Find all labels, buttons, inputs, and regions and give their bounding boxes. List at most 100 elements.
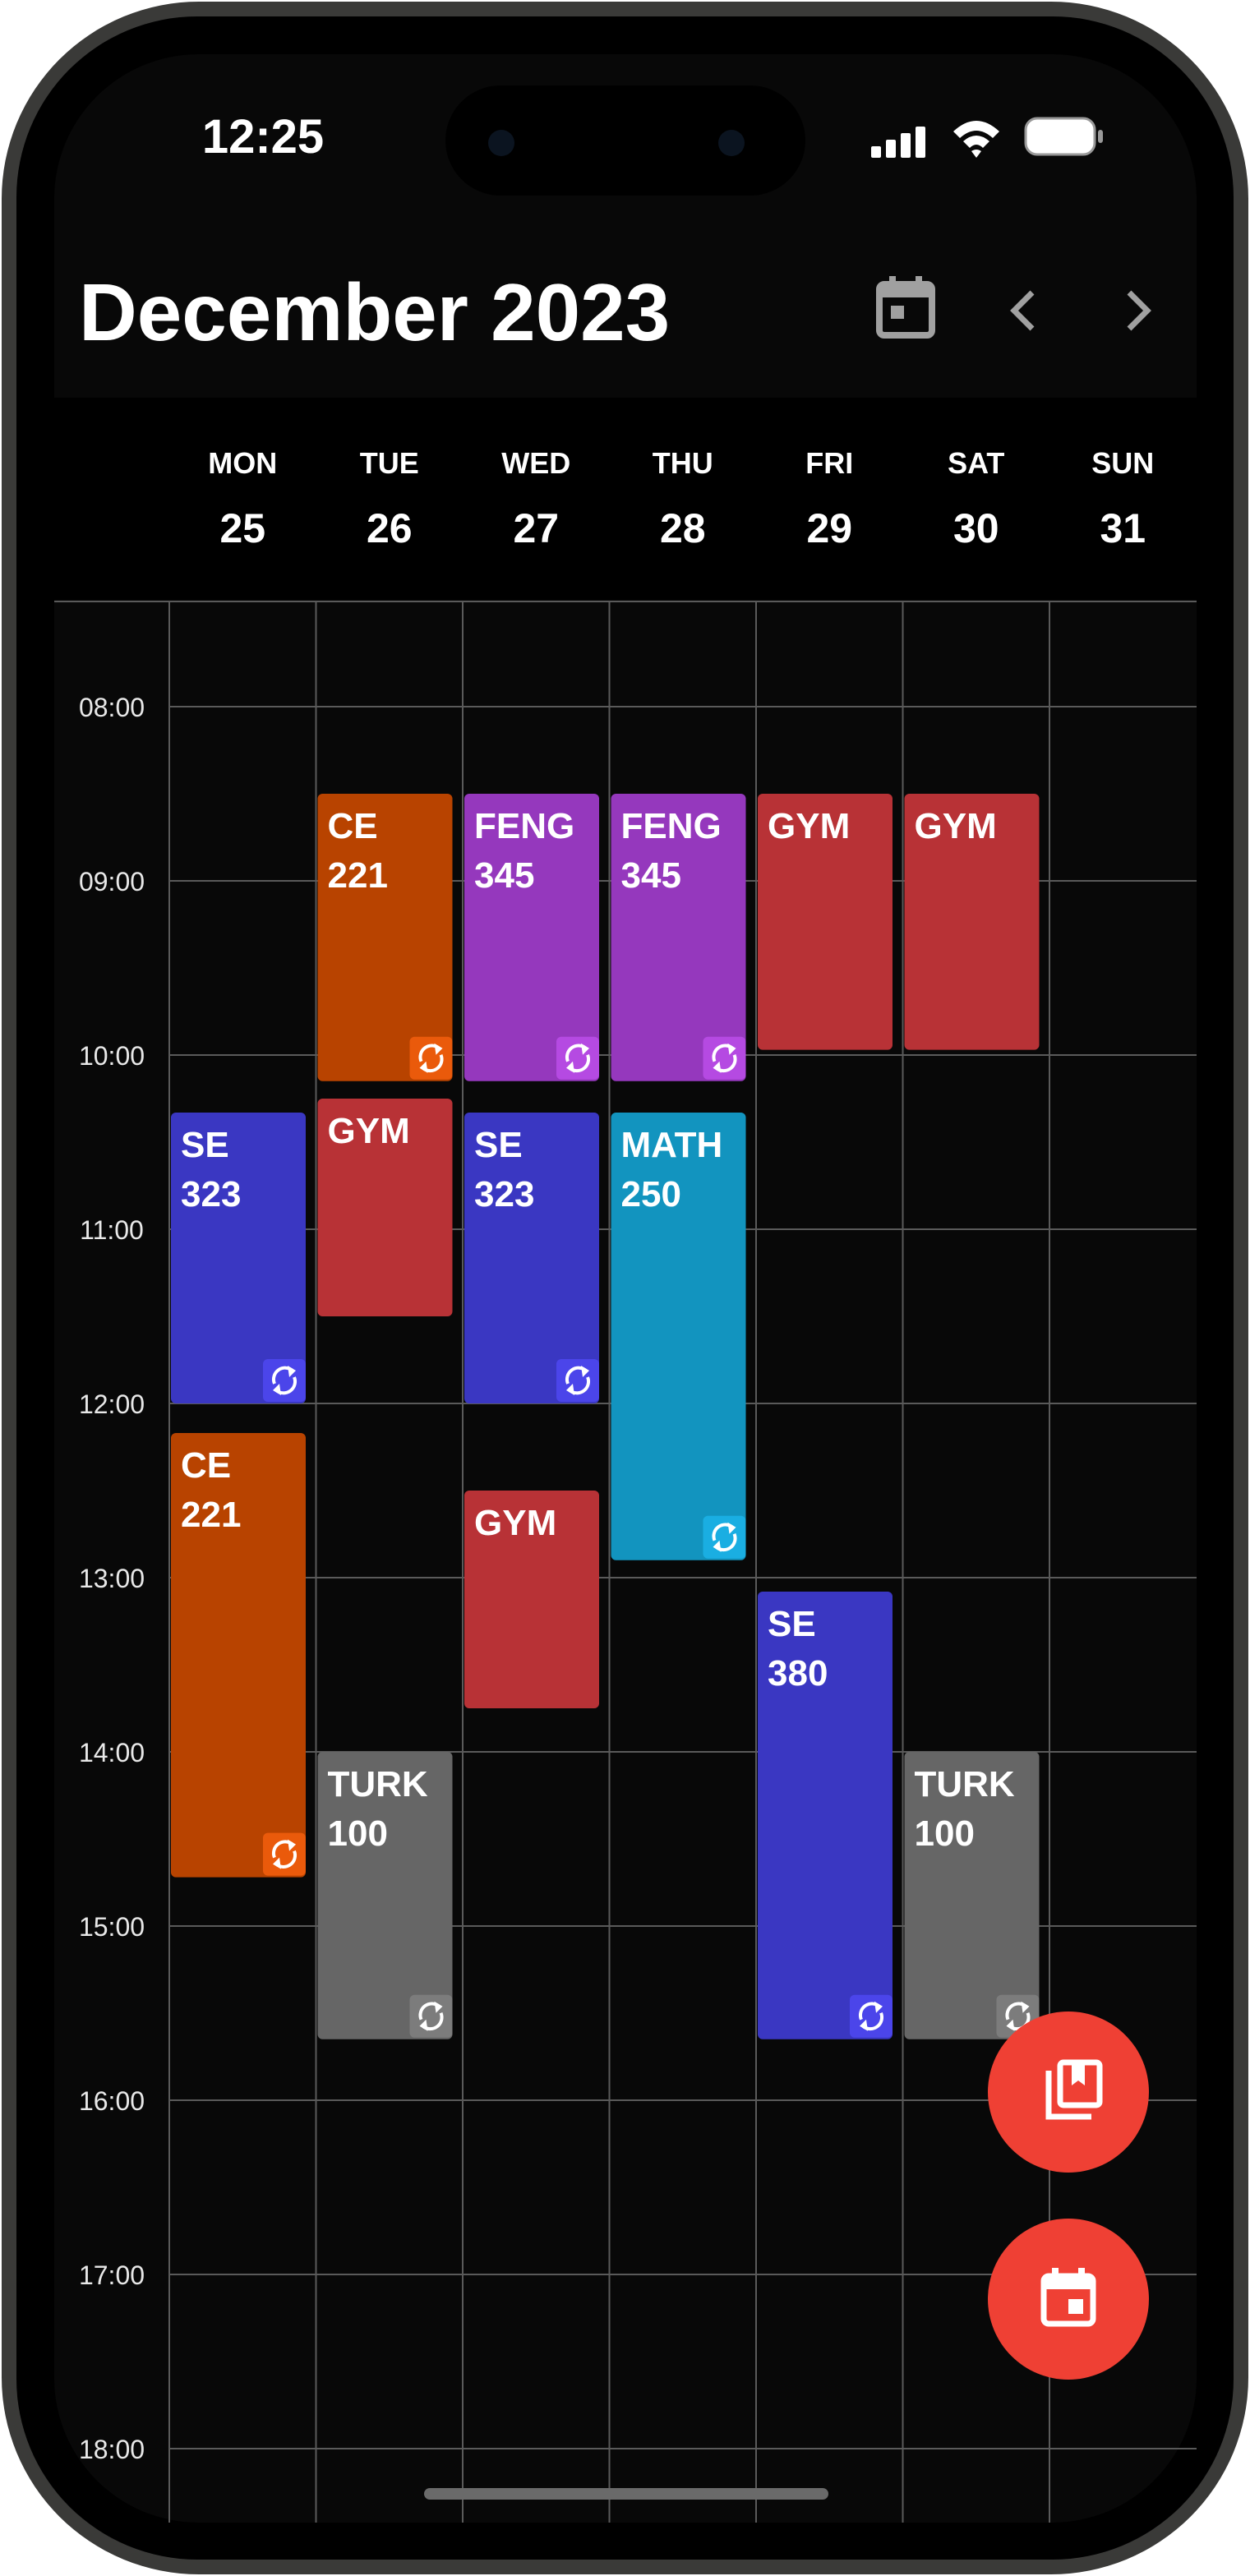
repeat-arrows <box>566 1366 589 1395</box>
event-block <box>171 1112 306 1403</box>
event-title: MATH <box>621 1125 723 1165</box>
date-label: 28 <box>660 505 706 551</box>
event[interactable]: GYM <box>758 794 893 1050</box>
event[interactable]: TURK 100 <box>317 1752 453 2039</box>
event-title: SE <box>181 1125 229 1165</box>
event-block <box>171 1433 306 1878</box>
event[interactable]: GYM <box>904 794 1040 1050</box>
event-title: SE <box>768 1604 816 1644</box>
event-title: FENG <box>621 806 722 846</box>
date-label: 31 <box>1100 505 1146 551</box>
repeat-arrows <box>713 1522 736 1552</box>
repeat-arrows <box>1006 2001 1030 2031</box>
month-title: December 2023 <box>79 267 670 357</box>
event[interactable]: GYM <box>464 1491 599 1708</box>
time-label: 17:00 <box>79 2260 145 2290</box>
event-title: FENG <box>474 806 574 846</box>
event[interactable]: CE 221 <box>317 794 453 1081</box>
event-title: GYM <box>768 806 850 846</box>
event-block <box>904 794 1040 1050</box>
event-code: 345 <box>621 855 681 896</box>
signal-icon <box>871 127 925 158</box>
repeat-badge <box>850 1994 893 2038</box>
home-indicator <box>424 2488 828 2500</box>
event-block <box>758 1591 893 2039</box>
event[interactable]: FENG 345 <box>611 794 746 1081</box>
repeat-arrows <box>713 1043 736 1073</box>
event[interactable]: TURK 100 <box>904 1752 1040 2039</box>
event-title: GYM <box>474 1503 556 1543</box>
event-title: GYM <box>915 806 997 846</box>
sensor <box>488 130 514 156</box>
event-title: SE <box>474 1125 523 1165</box>
repeat-badge <box>409 1036 453 1080</box>
time-label: 08:00 <box>79 693 145 722</box>
event-block <box>611 794 746 1081</box>
weekday-label: SUN <box>1091 446 1154 480</box>
event-title: CE <box>181 1445 231 1486</box>
repeat-badge <box>556 1359 599 1402</box>
calendar-fab[interactable] <box>988 2219 1149 2380</box>
repeat-badge <box>263 1359 306 1402</box>
status-time: 12:25 <box>202 110 324 164</box>
repeat-arrows <box>419 1043 443 1073</box>
date-label: 27 <box>513 505 559 551</box>
repeat-arrows <box>860 2001 883 2031</box>
event-title: CE <box>328 806 378 846</box>
date-label: 25 <box>219 505 265 551</box>
time-label: 16:00 <box>79 2086 145 2116</box>
event-code: 100 <box>915 1813 975 1854</box>
repeat-badge <box>703 1515 746 1559</box>
wifi-icon <box>953 121 999 158</box>
repeat-badge <box>556 1036 599 1080</box>
event-block <box>317 794 453 1081</box>
repeat-arrows <box>273 1366 296 1395</box>
event-code: 345 <box>474 855 534 896</box>
time-label: 09:00 <box>79 867 145 896</box>
next-button[interactable] <box>1127 290 1151 331</box>
event-code: 221 <box>181 1495 241 1535</box>
date-label: 29 <box>806 505 852 551</box>
weekday-label: TUE <box>360 446 419 480</box>
prev-button[interactable] <box>1010 290 1035 331</box>
event-code: 250 <box>621 1174 681 1214</box>
bookmarks-fab[interactable] <box>988 2011 1149 2173</box>
event[interactable]: SE 323 <box>171 1112 306 1403</box>
date-label: 26 <box>367 505 413 551</box>
event-code: 100 <box>328 1813 388 1854</box>
camera <box>718 130 745 156</box>
weekday-label: MON <box>208 446 277 480</box>
event-code: 221 <box>328 855 388 896</box>
time-label: 12:00 <box>79 1389 145 1419</box>
event[interactable]: SE 323 <box>464 1112 599 1403</box>
calendar-button[interactable] <box>876 276 935 339</box>
time-label: 11:00 <box>80 1215 144 1245</box>
event-block <box>317 1752 453 2039</box>
event-title: TURK <box>915 1764 1015 1804</box>
weekday-label: THU <box>653 446 713 480</box>
repeat-badge <box>703 1036 746 1080</box>
time-label: 10:00 <box>79 1041 145 1071</box>
repeat-badge <box>409 1994 453 2038</box>
event-block <box>904 1752 1040 2039</box>
time-label: 15:00 <box>79 1912 145 1942</box>
event-block <box>758 794 893 1050</box>
battery-icon <box>1024 117 1096 156</box>
event-title: GYM <box>328 1111 410 1151</box>
event[interactable]: FENG 345 <box>464 794 599 1081</box>
repeat-arrows <box>566 1043 589 1073</box>
event[interactable]: SE 380 <box>758 1591 893 2039</box>
event-code: 323 <box>474 1174 534 1214</box>
event[interactable]: CE 221 <box>171 1433 306 1878</box>
event-block <box>464 794 599 1081</box>
event[interactable]: MATH 250 <box>611 1112 746 1560</box>
event-block <box>464 1112 599 1403</box>
event[interactable]: GYM <box>317 1099 453 1316</box>
time-label: 13:00 <box>79 1564 145 1593</box>
repeat-arrows <box>273 1839 296 1869</box>
weekday-label: FRI <box>805 446 853 480</box>
dynamic-island <box>445 85 805 196</box>
repeat-badge <box>263 1832 306 1876</box>
